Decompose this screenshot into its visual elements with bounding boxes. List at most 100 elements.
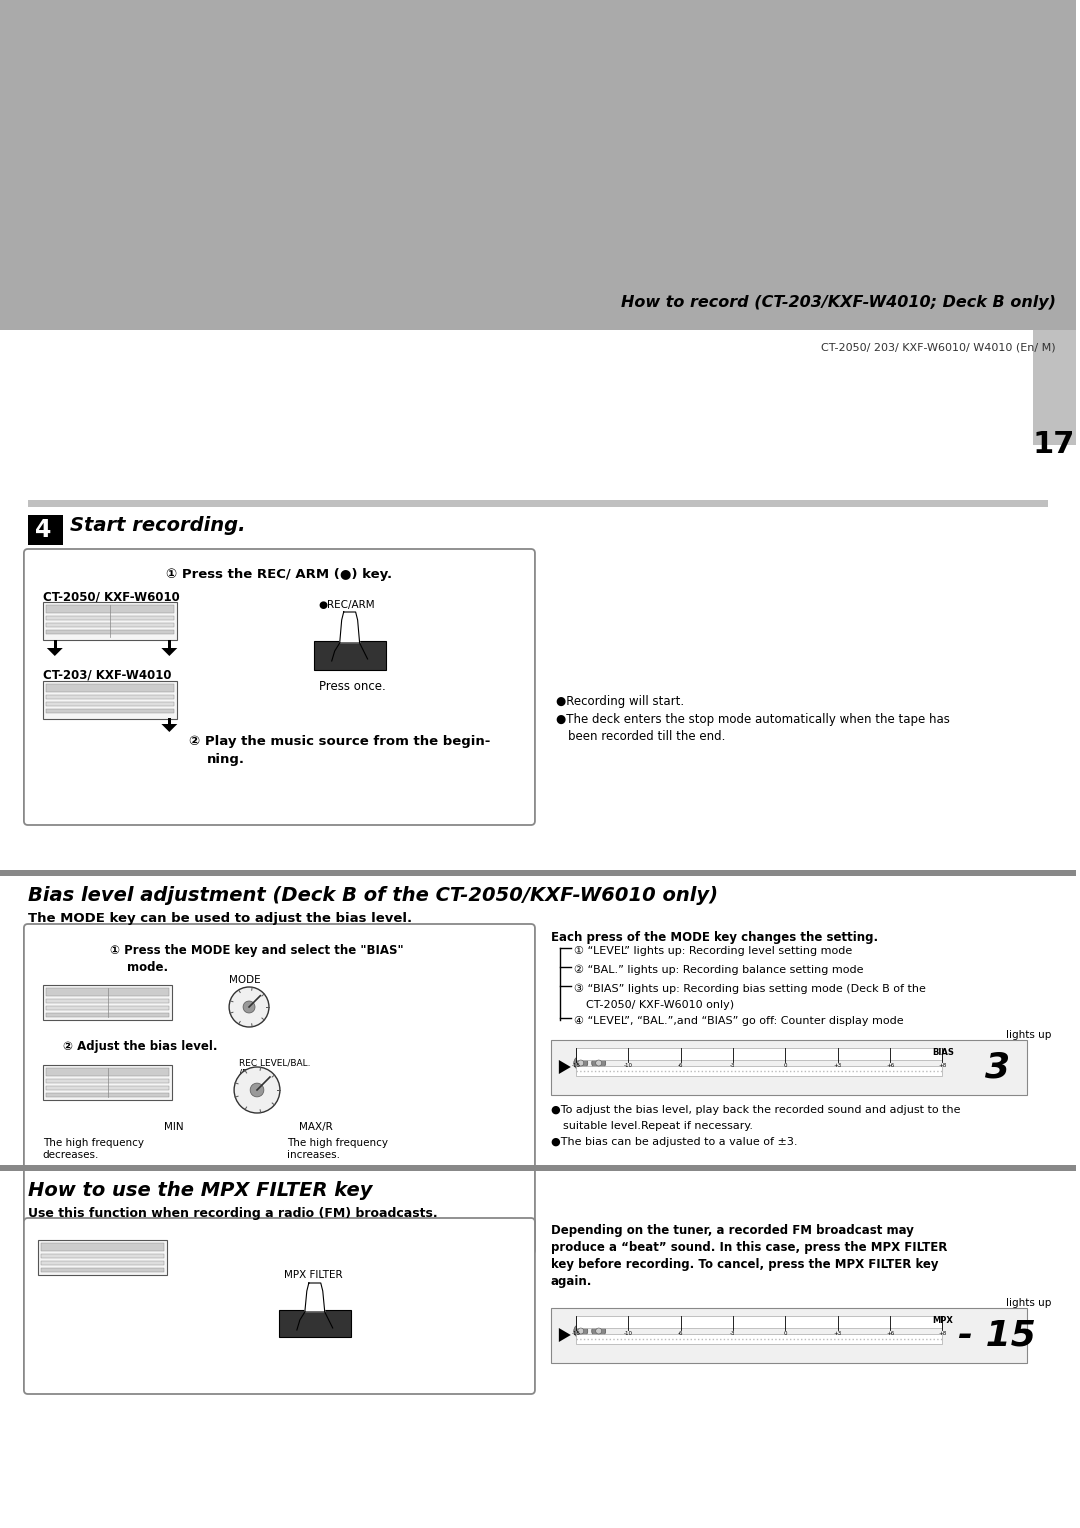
Text: produce a “beat” sound. In this case, press the MPX FILTER: produce a “beat” sound. In this case, pr… <box>551 1241 947 1254</box>
Bar <box>45 630 174 634</box>
Text: lights up: lights up <box>1005 1297 1051 1308</box>
Text: -3: -3 <box>730 1063 735 1068</box>
Bar <box>45 989 170 996</box>
Circle shape <box>596 1060 602 1067</box>
FancyBboxPatch shape <box>24 924 535 1254</box>
Text: ③ “BIAS” lights up: Recording bias setting mode (Deck B of the: ③ “BIAS” lights up: Recording bias setti… <box>573 984 926 995</box>
Bar <box>41 1268 164 1271</box>
Bar <box>1034 330 1076 445</box>
Bar <box>45 623 174 626</box>
Text: -6: -6 <box>678 1063 684 1068</box>
Bar <box>576 1048 943 1060</box>
Text: suitable level.Repeat if necessary.: suitable level.Repeat if necessary. <box>563 1122 753 1131</box>
Bar <box>314 642 386 669</box>
Text: MPX FILTER: MPX FILTER <box>284 1270 342 1280</box>
Text: CT-203/ KXF-W4010: CT-203/ KXF-W4010 <box>43 668 172 681</box>
Polygon shape <box>558 1060 571 1074</box>
Text: -10: -10 <box>623 1063 633 1068</box>
Text: 0: 0 <box>783 1331 787 1335</box>
Text: How to use the MPX FILTER key: How to use the MPX FILTER key <box>28 1181 373 1199</box>
Bar <box>0 1164 1076 1170</box>
Text: ② “BAL.” lights up: Recording balance setting mode: ② “BAL.” lights up: Recording balance se… <box>573 966 863 975</box>
Text: +8: +8 <box>939 1331 946 1335</box>
Bar <box>41 1261 164 1265</box>
Text: ② Adjust the bias level.: ② Adjust the bias level. <box>63 1041 217 1053</box>
Text: MAX/R: MAX/R <box>299 1122 333 1132</box>
Bar <box>576 1334 943 1345</box>
Circle shape <box>243 1001 255 1013</box>
Circle shape <box>578 1060 584 1067</box>
Text: Use this function when recording a radio (FM) broadcasts.: Use this function when recording a radio… <box>28 1207 437 1219</box>
Bar <box>41 1254 164 1258</box>
Bar <box>54 640 57 648</box>
Bar <box>45 701 174 706</box>
Text: lights up: lights up <box>1005 1030 1051 1041</box>
Text: ●The bias can be adjusted to a value of ±3.: ●The bias can be adjusted to a value of … <box>551 1137 797 1148</box>
Polygon shape <box>46 648 63 656</box>
Text: Each press of the MODE key changes the setting.: Each press of the MODE key changes the s… <box>551 931 878 944</box>
Text: ●To adjust the bias level, play back the recorded sound and adjust to the: ●To adjust the bias level, play back the… <box>551 1105 960 1115</box>
Bar <box>168 640 172 648</box>
Text: mode.: mode. <box>126 961 167 973</box>
Bar <box>43 1065 173 1100</box>
Text: - 15: - 15 <box>958 1319 1036 1352</box>
FancyBboxPatch shape <box>24 549 535 825</box>
Text: ning.: ning. <box>207 753 245 766</box>
Text: -15: -15 <box>571 1063 580 1068</box>
Text: ●REC/ARM: ●REC/ARM <box>319 601 376 610</box>
Bar <box>576 1316 943 1328</box>
Bar <box>43 986 173 1021</box>
Bar <box>45 1005 170 1010</box>
Text: 0: 0 <box>783 1063 787 1068</box>
Text: -10: -10 <box>623 1331 633 1335</box>
Circle shape <box>592 1323 606 1339</box>
Text: MPX: MPX <box>932 1316 954 1325</box>
Bar <box>45 1079 170 1083</box>
Text: ① “LEVEL” lights up: Recording level setting mode: ① “LEVEL” lights up: Recording level set… <box>573 946 852 957</box>
Circle shape <box>592 1056 606 1070</box>
Text: -15: -15 <box>571 1331 580 1335</box>
Bar <box>45 616 174 620</box>
Circle shape <box>573 1056 588 1070</box>
Text: ●Recording will start.: ●Recording will start. <box>556 695 684 707</box>
Text: +6: +6 <box>886 1331 894 1335</box>
Bar <box>279 1309 351 1337</box>
Text: REC LEVEL/BAL.: REC LEVEL/BAL. <box>239 1057 311 1067</box>
Bar <box>168 718 172 724</box>
Text: 17: 17 <box>1032 429 1075 458</box>
Bar <box>41 1242 164 1251</box>
Bar <box>45 1013 170 1018</box>
Bar <box>28 500 1048 507</box>
Text: been recorded till the end.: been recorded till the end. <box>568 730 725 743</box>
Bar <box>576 1067 943 1076</box>
Text: How to record (CT-203/KXF-W4010; Deck B only): How to record (CT-203/KXF-W4010; Deck B … <box>621 295 1056 310</box>
Polygon shape <box>340 613 360 643</box>
Text: MODE: MODE <box>229 975 260 986</box>
Bar <box>45 695 174 698</box>
Polygon shape <box>558 1328 571 1342</box>
Circle shape <box>573 1323 588 1339</box>
Circle shape <box>229 987 269 1027</box>
Text: ④ “LEVEL”, “BAL.”,and “BIAS” go off: Counter display mode: ④ “LEVEL”, “BAL.”,and “BIAS” go off: Cou… <box>573 1016 903 1025</box>
Bar <box>45 1068 170 1076</box>
Circle shape <box>251 1083 264 1097</box>
Text: key before recording. To cancel, press the MPX FILTER key: key before recording. To cancel, press t… <box>551 1258 939 1271</box>
Text: ② Play the music source from the begin-: ② Play the music source from the begin- <box>189 735 490 749</box>
Text: /BIAS: /BIAS <box>239 1070 262 1077</box>
FancyBboxPatch shape <box>24 1218 535 1394</box>
Polygon shape <box>161 648 177 656</box>
Text: ① Press the REC/ ARM (●) key.: ① Press the REC/ ARM (●) key. <box>166 568 392 581</box>
Bar <box>38 1241 167 1274</box>
Text: -6: -6 <box>678 1331 684 1335</box>
Polygon shape <box>161 724 177 732</box>
Text: The high frequency
increases.: The high frequency increases. <box>287 1138 388 1160</box>
Bar <box>551 1041 1027 1096</box>
Bar <box>43 602 177 640</box>
Text: CT-2050/ 203/ KXF-W6010/ W4010 (En/ M): CT-2050/ 203/ KXF-W6010/ W4010 (En/ M) <box>821 342 1056 351</box>
Bar <box>45 999 170 1002</box>
Text: +8: +8 <box>939 1063 946 1068</box>
Text: BIAS: BIAS <box>932 1048 955 1057</box>
Text: Press once.: Press once. <box>319 680 386 694</box>
Text: Start recording.: Start recording. <box>70 516 245 535</box>
Bar <box>45 709 174 714</box>
